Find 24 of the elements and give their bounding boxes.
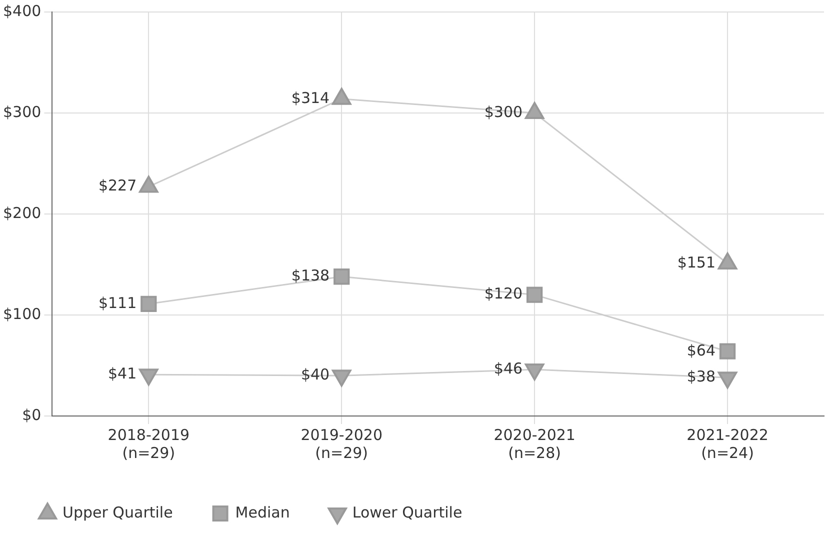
data-label: $41 xyxy=(108,364,137,382)
y-tick-label: $0 xyxy=(22,406,42,424)
y-tick-label: $200 xyxy=(2,204,42,222)
data-label: $120 xyxy=(484,284,523,303)
y-tick-label: $300 xyxy=(2,102,42,121)
data-label: $64 xyxy=(686,341,716,360)
legend-label: Median xyxy=(235,503,290,522)
x-tick-label: 2018-2019 (n=29) xyxy=(108,426,190,462)
legend-label: Lower Quartile xyxy=(352,503,462,522)
data-label: $111 xyxy=(98,294,137,312)
data-label: $300 xyxy=(484,102,523,121)
data-label: $38 xyxy=(686,368,716,386)
x-tick-label: 2021-2022 (n=24) xyxy=(686,426,768,462)
data-label: $40 xyxy=(300,365,330,384)
legend-label: Upper Quartile xyxy=(62,503,173,522)
y-tick-label: $100 xyxy=(2,304,42,323)
data-label: $314 xyxy=(291,88,330,107)
data-label: $138 xyxy=(291,266,330,285)
data-label: $227 xyxy=(98,176,137,195)
y-tick-label: $400 xyxy=(2,2,42,20)
x-tick-label: 2019-2020 (n=29) xyxy=(300,426,382,462)
data-label: $151 xyxy=(677,253,716,272)
x-tick-label: 2020-2021 (n=28) xyxy=(494,426,576,462)
data-label: $46 xyxy=(494,359,523,378)
